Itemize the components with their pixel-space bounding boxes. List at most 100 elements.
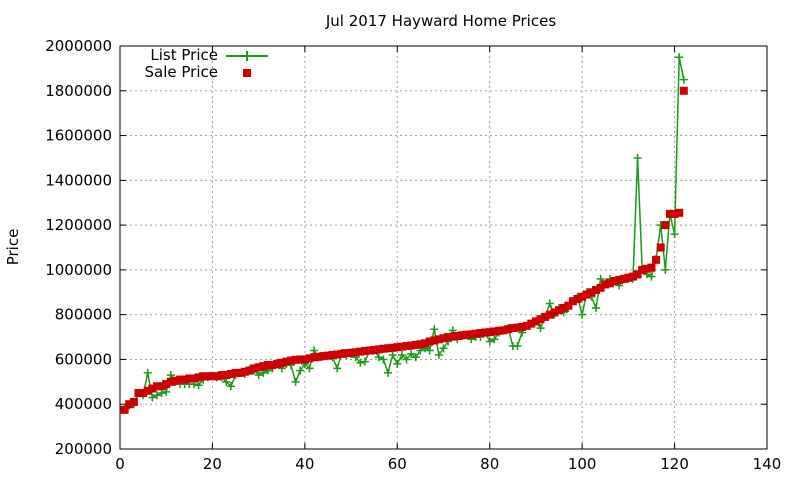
sale-price-point bbox=[490, 327, 499, 336]
x-tick-label: 100 bbox=[568, 455, 597, 473]
sale-price-point bbox=[652, 255, 661, 264]
x-tick-label: 80 bbox=[480, 455, 499, 473]
sale-price-point bbox=[541, 312, 550, 321]
sale-price-point bbox=[471, 329, 480, 338]
sale-price-point bbox=[245, 366, 254, 375]
sale-price-point bbox=[342, 349, 351, 358]
sale-price-point bbox=[573, 294, 582, 303]
sale-price-point bbox=[499, 326, 508, 335]
legend-list-price-label: List Price bbox=[150, 46, 218, 64]
sale-price-point bbox=[448, 332, 457, 341]
list-price-point bbox=[379, 355, 388, 364]
sale-price-point bbox=[679, 86, 688, 95]
sale-price-point bbox=[347, 348, 356, 357]
list-price-point bbox=[296, 366, 305, 375]
sale-price-point bbox=[259, 362, 268, 371]
sale-price-point bbox=[365, 346, 374, 355]
sale-price-point bbox=[296, 355, 305, 364]
sale-price-point bbox=[513, 323, 522, 332]
y-tick-label: 1200000 bbox=[45, 216, 112, 234]
sale-price-point bbox=[222, 371, 231, 380]
sale-price-point bbox=[421, 339, 430, 348]
sale-price-point bbox=[314, 352, 323, 361]
list-price-point bbox=[384, 368, 393, 377]
list-price-point bbox=[513, 342, 522, 351]
list-price-point bbox=[592, 303, 601, 312]
sale-price-point bbox=[518, 322, 527, 331]
sale-price-point bbox=[217, 371, 226, 380]
sale-price-point bbox=[152, 382, 161, 391]
sale-price-point bbox=[453, 331, 462, 340]
list-price-point bbox=[148, 393, 157, 402]
sale-price-point bbox=[310, 353, 319, 362]
list-price-point bbox=[222, 377, 231, 386]
list-price-point bbox=[254, 371, 263, 380]
y-tick-label: 1000000 bbox=[45, 261, 112, 279]
sale-price-point bbox=[536, 315, 545, 324]
sale-price-point bbox=[485, 328, 494, 337]
sale-price-point bbox=[157, 382, 166, 391]
sale-price-point bbox=[268, 361, 277, 370]
sale-price-point bbox=[129, 397, 138, 406]
sale-price-point bbox=[162, 380, 171, 389]
list-price-point bbox=[545, 299, 554, 308]
sale-price-point bbox=[319, 352, 328, 361]
sale-price-point bbox=[402, 342, 411, 351]
x-tick-label: 20 bbox=[203, 455, 222, 473]
list-price-point bbox=[226, 382, 235, 391]
list-price-point bbox=[305, 364, 314, 373]
list-price-point bbox=[425, 346, 434, 355]
sale-price-point bbox=[282, 357, 291, 366]
y-tick-label: 1400000 bbox=[45, 171, 112, 189]
sale-price-point bbox=[531, 317, 540, 326]
sale-price-point bbox=[647, 263, 656, 272]
sale-price-point bbox=[411, 340, 420, 349]
sale-price-point bbox=[125, 400, 134, 409]
list-price-point bbox=[679, 75, 688, 84]
sale-price-point bbox=[476, 329, 485, 338]
list-price-point bbox=[485, 337, 494, 346]
legend-list-price-marker bbox=[242, 51, 252, 61]
legend: List Price Sale Price bbox=[145, 46, 268, 81]
sale-price-point bbox=[481, 328, 490, 337]
sale-price-point bbox=[578, 292, 587, 301]
sale-price-point bbox=[199, 372, 208, 381]
sale-price-point bbox=[176, 375, 185, 384]
sale-price-point bbox=[407, 341, 416, 350]
sale-price-point bbox=[194, 373, 203, 382]
sale-price-point bbox=[462, 330, 471, 339]
sale-price-point bbox=[236, 368, 245, 377]
sale-price-point bbox=[384, 344, 393, 353]
sale-price-point bbox=[374, 345, 383, 354]
y-tick-labels: 200000 400000 600000 800000 1000000 1200000 14… bbox=[45, 37, 112, 458]
list-price-point bbox=[670, 230, 679, 239]
x-tick-label: 0 bbox=[115, 455, 125, 473]
list-price-point bbox=[647, 272, 656, 281]
list-price-point bbox=[393, 359, 402, 368]
list-price-point bbox=[360, 357, 369, 366]
sale-price-point bbox=[508, 324, 517, 333]
list-price-point bbox=[439, 344, 448, 353]
list-price-point bbox=[397, 350, 406, 359]
sale-price-point bbox=[166, 377, 175, 386]
y-tick-label: 2000000 bbox=[45, 37, 112, 55]
sale-price-point bbox=[665, 209, 674, 218]
sale-price-point bbox=[550, 308, 559, 317]
sale-price-point bbox=[305, 354, 314, 363]
y-tick-label: 800000 bbox=[55, 306, 112, 324]
list-price-point bbox=[411, 353, 420, 362]
sale-price-point bbox=[596, 283, 605, 292]
sale-price-point bbox=[587, 288, 596, 297]
sale-price-point bbox=[120, 405, 129, 414]
list-price-point bbox=[490, 335, 499, 344]
list-price-point bbox=[388, 350, 397, 359]
x-tick-label: 120 bbox=[660, 455, 689, 473]
sale-price-point bbox=[661, 221, 670, 230]
sale-price-point bbox=[300, 355, 309, 364]
sale-price-point bbox=[351, 348, 360, 357]
list-price-point bbox=[152, 391, 161, 400]
sale-price-point bbox=[263, 361, 272, 370]
sale-price-point bbox=[254, 363, 263, 372]
sale-price-point bbox=[675, 208, 684, 217]
sale-price-point bbox=[286, 356, 295, 365]
